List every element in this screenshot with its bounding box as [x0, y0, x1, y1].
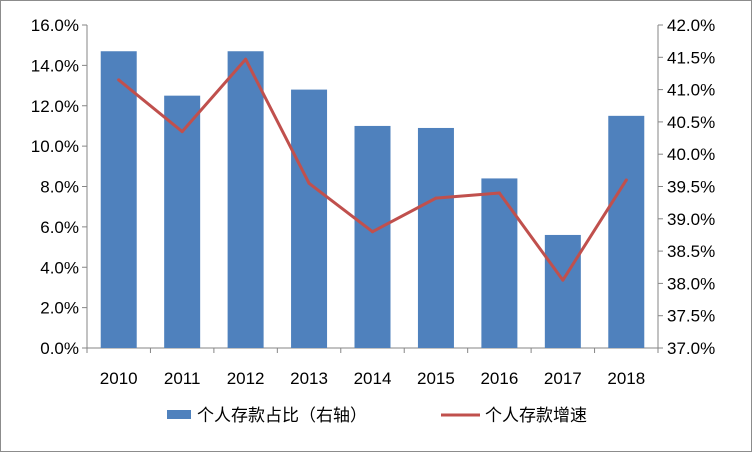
left-axis-tick-label: 8.0% — [40, 178, 79, 197]
right-axis-tick-label: 37.0% — [667, 339, 715, 358]
right-axis-tick-label: 37.5% — [667, 307, 715, 326]
x-axis-tick-label: 2013 — [290, 369, 328, 388]
right-axis-tick-label: 40.5% — [667, 113, 715, 132]
right-axis-tick-label: 40.0% — [667, 145, 715, 164]
bar — [481, 178, 518, 348]
right-axis-tick-label: 39.5% — [667, 178, 715, 197]
line-point — [117, 78, 121, 82]
x-axis-tick-label: 2017 — [544, 369, 582, 388]
right-axis-tick-label: 39.0% — [667, 210, 715, 229]
x-axis-tick-label: 2016 — [480, 369, 518, 388]
right-axis-tick-label: 41.0% — [667, 81, 715, 100]
line-point — [180, 130, 184, 134]
x-axis-tick-label: 2018 — [607, 369, 645, 388]
legend-line-label: 个人存款增速 — [485, 406, 587, 426]
left-axis-tick-label: 14.0% — [31, 56, 79, 75]
bar — [100, 51, 137, 349]
line-point — [307, 181, 311, 185]
line-point — [624, 178, 628, 182]
left-axis-tick-label: 12.0% — [31, 97, 79, 116]
left-axis-tick-label: 10.0% — [31, 137, 79, 156]
bar — [291, 89, 328, 348]
right-axis-tick-label: 38.0% — [667, 274, 715, 293]
right-axis-tick-label: 42.0% — [667, 16, 715, 35]
left-axis-tick-label: 2.0% — [40, 299, 79, 318]
legend-bar-label: 个人存款占比（右轴） — [197, 406, 367, 426]
legend: 个人存款占比（右轴） 个人存款增速 — [167, 406, 587, 426]
line-series — [117, 57, 628, 282]
line-point — [561, 278, 565, 282]
line-point — [497, 191, 501, 195]
x-axis-tick-label: 2011 — [164, 369, 201, 388]
bar-series — [100, 51, 645, 349]
x-axis-tick-label: 2010 — [100, 369, 138, 388]
bar — [608, 115, 645, 348]
legend-bar-swatch — [167, 410, 191, 419]
line-point — [434, 196, 438, 200]
bar — [227, 51, 264, 349]
left-axis-tick-label: 4.0% — [40, 258, 79, 277]
x-axis-tick-label: 2012 — [227, 369, 265, 388]
left-axis-tick-label: 16.0% — [31, 16, 79, 35]
bar — [354, 125, 391, 348]
right-axis-tick-label: 38.5% — [667, 242, 715, 261]
line-point — [371, 230, 374, 234]
bar — [417, 127, 454, 348]
tick-labels: 0.0% 2.0% 4.0% 6.0% 8.0% 10.0% 12.0% 14.0% 16.0%… — [31, 16, 715, 388]
x-axis-tick-label: 2014 — [354, 369, 392, 388]
x-axis-tick-label: 2015 — [417, 369, 455, 388]
bar — [544, 234, 581, 348]
bar — [164, 95, 201, 348]
right-axis-tick-label: 41.5% — [667, 48, 715, 67]
line-point — [244, 57, 248, 61]
left-axis-tick-label: 0.0% — [40, 339, 79, 358]
left-axis-tick-label: 6.0% — [40, 218, 79, 237]
